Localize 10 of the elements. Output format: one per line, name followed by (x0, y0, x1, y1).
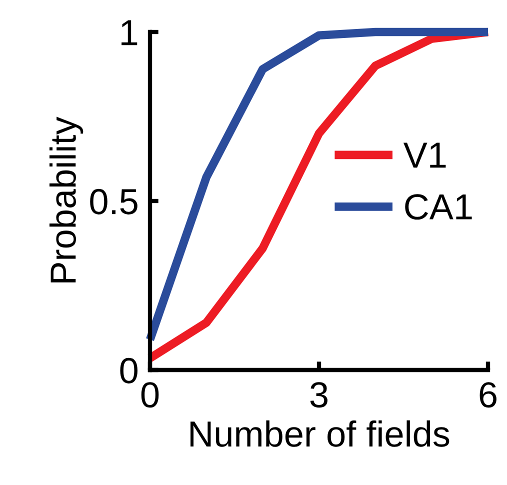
x-axis-title: Number of fields (190, 420, 450, 447)
y-tick-label: 0 (120, 358, 138, 384)
y-tick-label: 1 (122, 20, 138, 46)
x-tick-label: 0 (141, 382, 159, 408)
x-tick-label: 3 (310, 382, 328, 408)
y-tick-label: 0.5 (90, 188, 138, 214)
legend-label: V1 (403, 142, 446, 168)
x-tick-label: 6 (480, 382, 496, 408)
legend-label: CA1 (405, 194, 472, 220)
y-axis-title: Probability (49, 116, 84, 282)
